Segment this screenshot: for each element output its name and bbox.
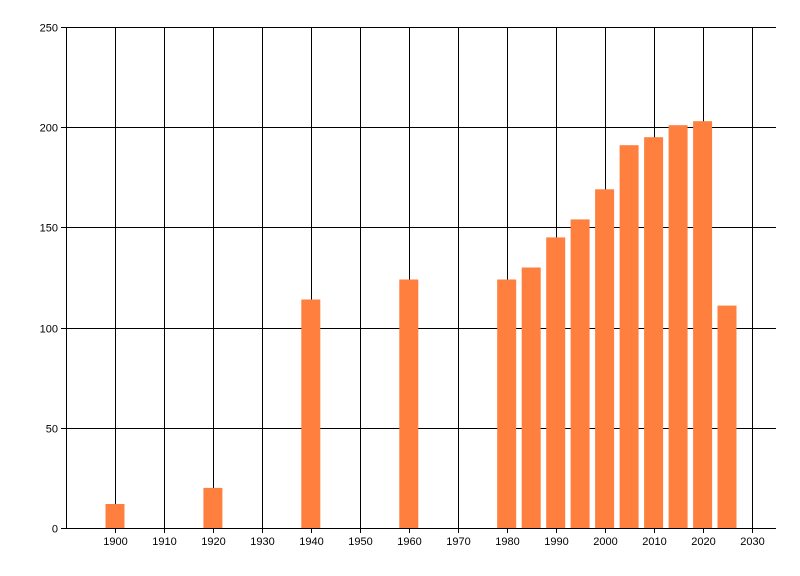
y-tick-label: 100 [40,324,58,336]
bar-1960 [399,279,419,528]
x-tick-label: 1930 [250,536,274,548]
x-tick-labels: 1900 1910 1920 1930 1940 1950 1960 1970 1980 1990… [103,536,764,548]
bar-1900 [105,504,125,528]
y-tick-label: 150 [40,223,58,235]
y-tick-label: 200 [40,123,58,135]
y-tick-labels: 0 50 100 150 200 250 [40,23,58,536]
x-tick-label: 1900 [103,536,127,548]
bar-2010 [644,137,664,528]
bar-1995 [570,219,590,528]
x-tick-label: 1960 [397,536,421,548]
bar-2015 [668,125,688,528]
x-tick-label: 1970 [446,536,470,548]
x-tick-label: 1980 [495,536,519,548]
x-tick-label: 2000 [593,536,617,548]
y-tick-label: 250 [40,23,58,35]
bar-2005 [619,145,639,528]
x-tick-label: 2030 [740,536,764,548]
y-tick-label: 50 [46,424,58,436]
axes [61,27,776,533]
y-tick-label: 0 [52,524,58,536]
bar-1990 [546,237,566,528]
x-tick-label: 2020 [691,536,715,548]
x-tick-label: 1920 [201,536,225,548]
x-tick-label: 1940 [299,536,323,548]
bars [105,121,737,529]
bar-1980 [497,279,517,528]
bar-1940 [301,299,321,528]
bar-1985 [521,267,541,528]
x-tick-label: 1990 [544,536,568,548]
bar-2025 [717,305,737,528]
x-tick-label: 1910 [152,536,176,548]
bar-1920 [203,487,223,528]
bar-2000 [595,189,615,529]
x-tick-label: 2010 [642,536,666,548]
x-tick-label: 1950 [348,536,372,548]
bar-2020 [693,121,713,528]
